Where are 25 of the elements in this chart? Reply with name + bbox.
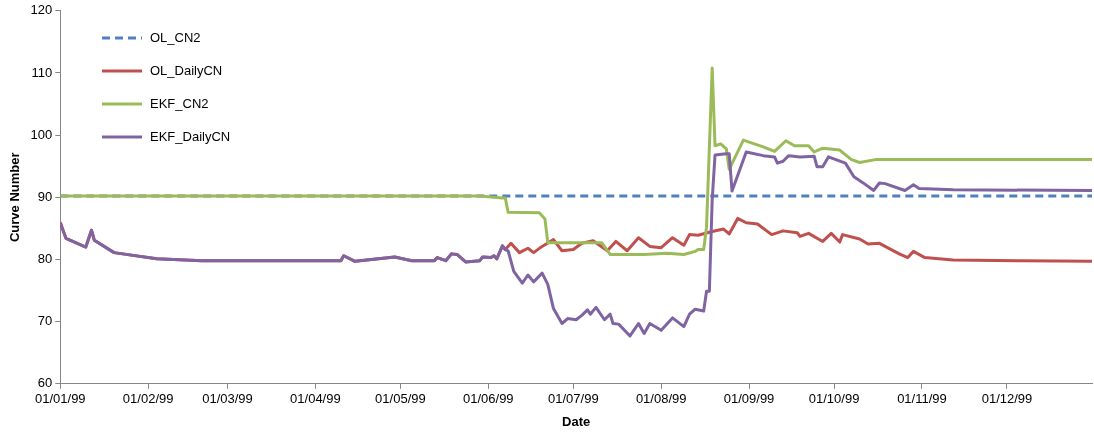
y-axis-title: Curve Number xyxy=(7,152,23,243)
x-tick-label: 01/08/99 xyxy=(635,391,687,407)
y-tick-label: 80 xyxy=(37,251,53,267)
x-tick-label: 01/05/99 xyxy=(375,391,426,407)
y-tick-label: 100 xyxy=(30,126,53,142)
x-tick-label: 01/04/99 xyxy=(290,391,341,407)
x-tick-label: 01/10/99 xyxy=(808,391,860,407)
y-tick-label: 60 xyxy=(37,375,53,391)
legend-label: OL_CN2 xyxy=(150,30,201,45)
legend-label: EKF_DailyCN xyxy=(150,129,231,144)
y-tick-label: 70 xyxy=(37,313,53,329)
x-axis-title: Date xyxy=(562,413,591,429)
x-tick-label: 01/09/99 xyxy=(723,391,775,407)
x-tick-label: 01/07/99 xyxy=(548,391,599,407)
x-tick-label: 01/02/99 xyxy=(122,391,174,407)
legend-label: EKF_CN2 xyxy=(150,96,209,111)
y-tick-label: 90 xyxy=(37,188,53,204)
x-tick-label: 01/12/99 xyxy=(981,391,1033,407)
y-tick-label: 120 xyxy=(30,2,53,18)
x-tick-label: 01/06/99 xyxy=(462,391,514,407)
legend-label: OL_DailyCN xyxy=(150,63,223,78)
x-tick-label: 01/11/99 xyxy=(897,391,947,407)
y-tick-label: 110 xyxy=(31,64,53,80)
x-tick-label: 01/01/99 xyxy=(34,391,86,407)
x-tick-label: 01/03/99 xyxy=(202,391,253,407)
